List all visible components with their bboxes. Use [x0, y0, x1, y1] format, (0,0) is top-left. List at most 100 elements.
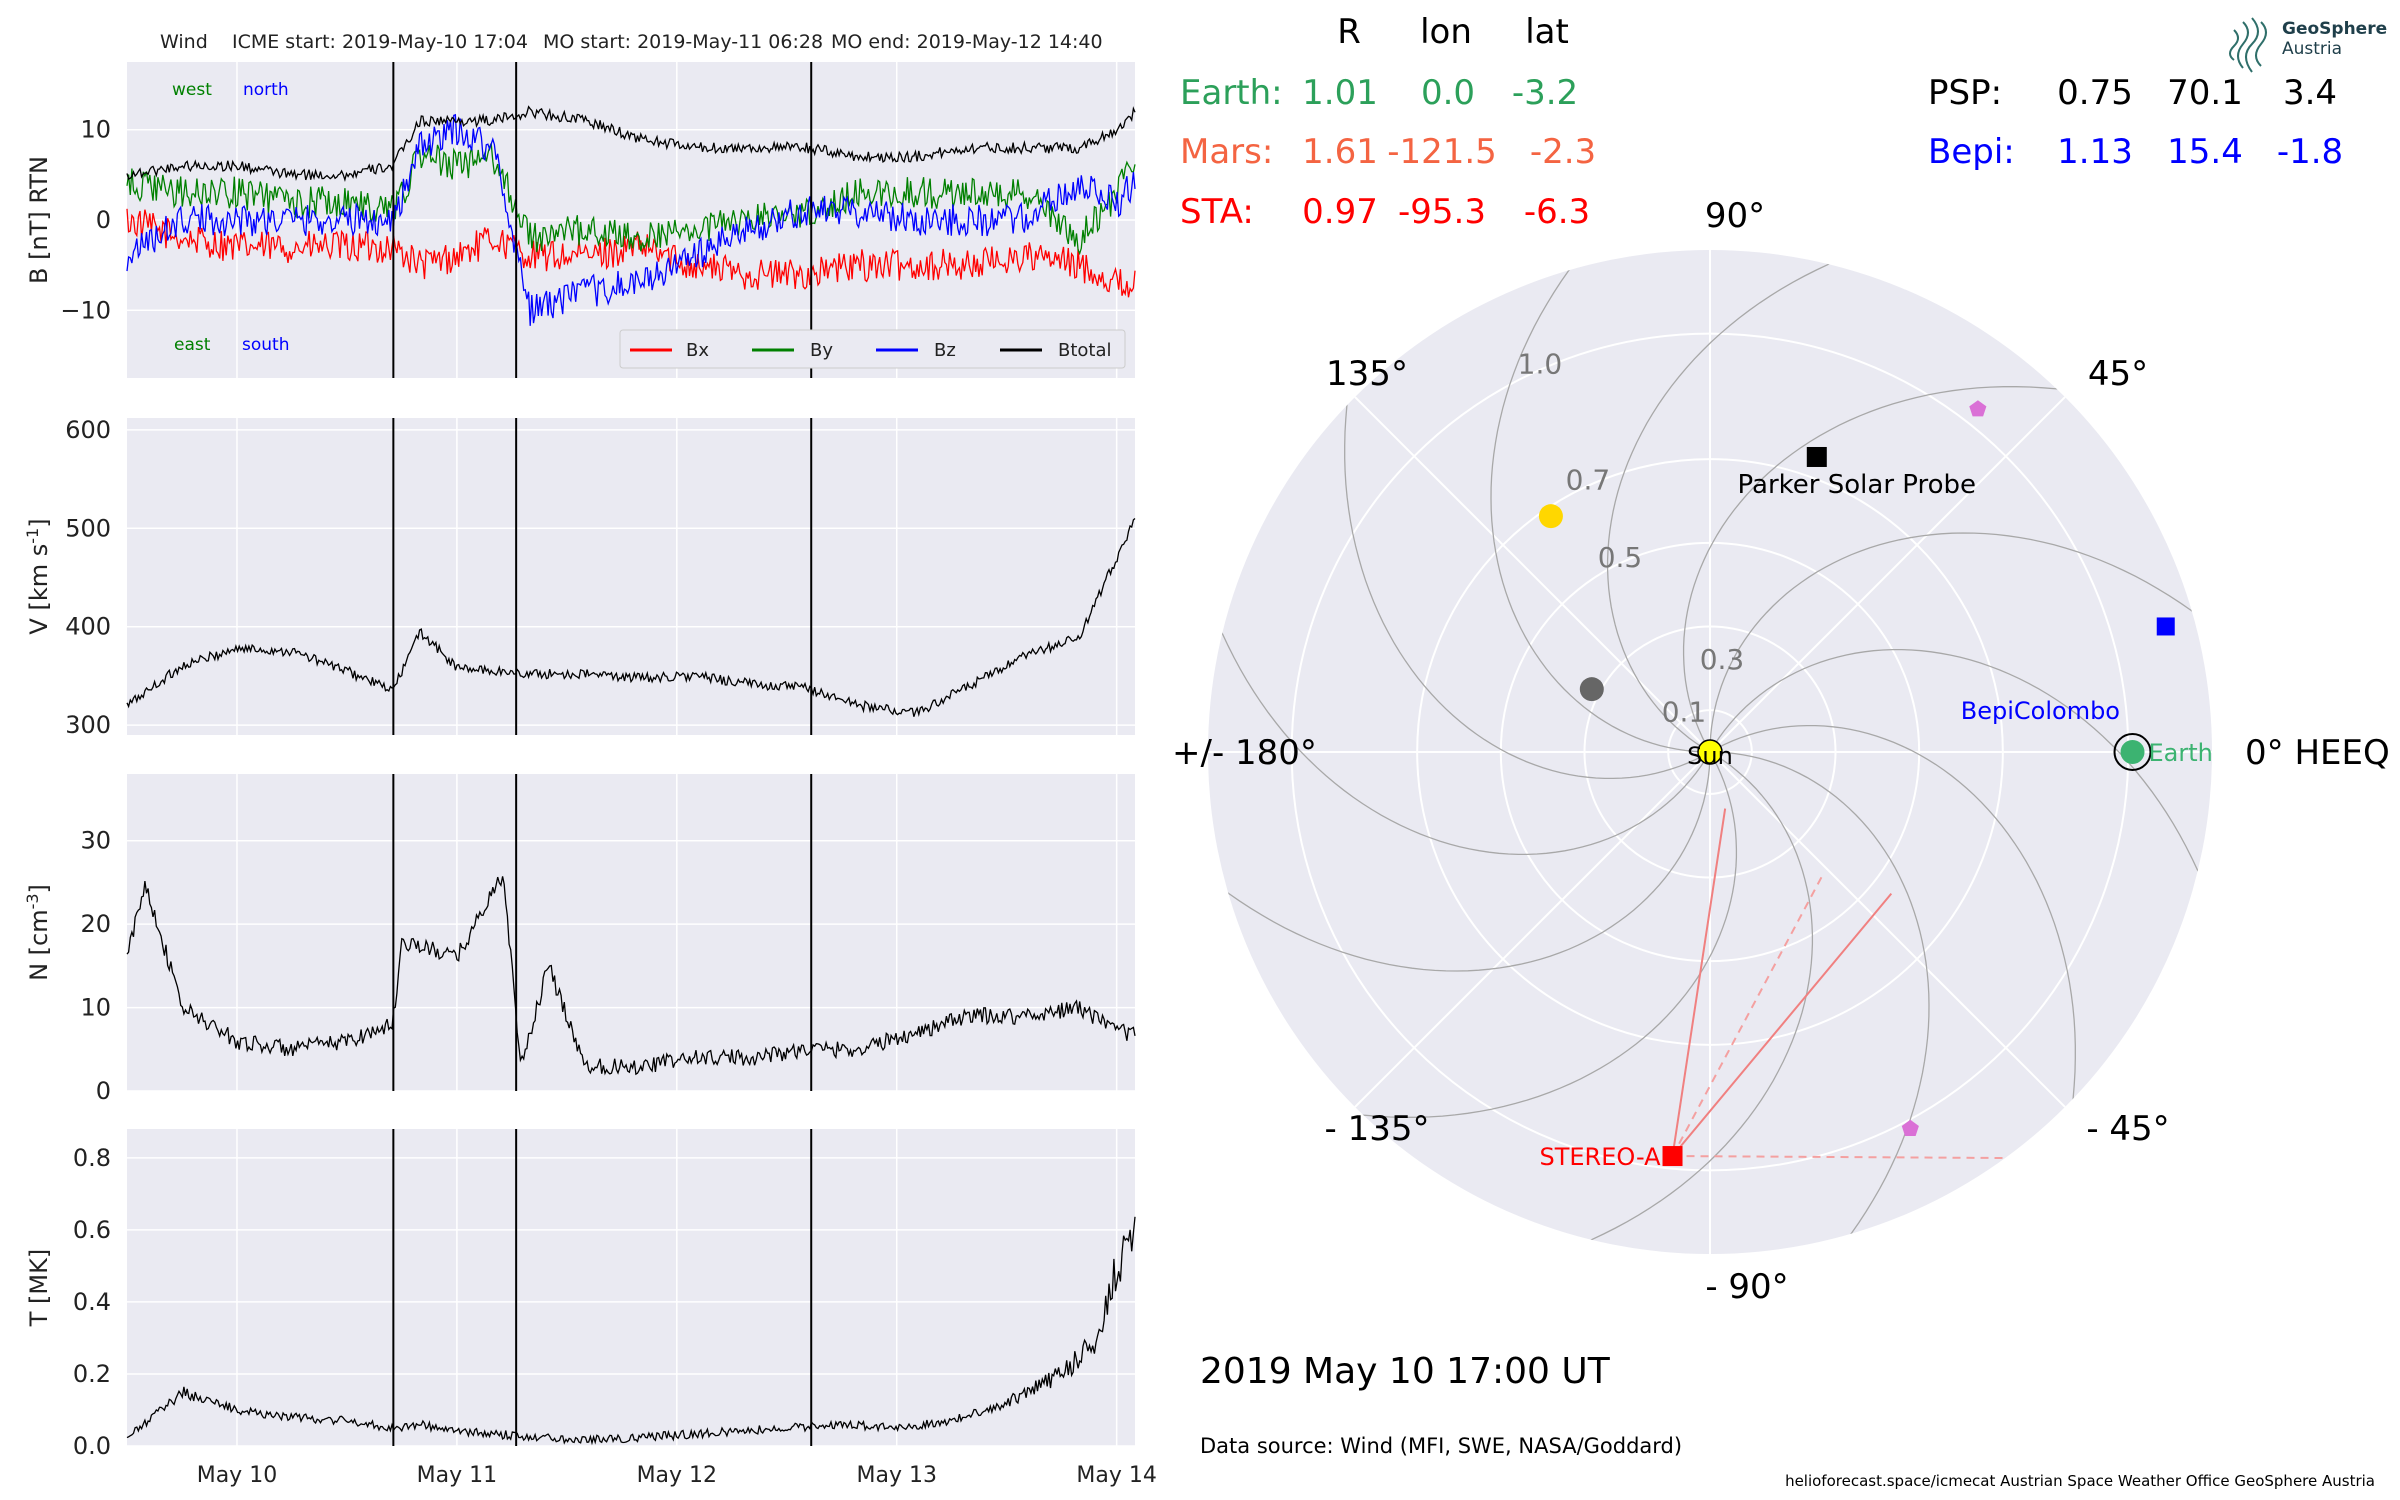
north-label: north [243, 80, 289, 100]
y-tick-label: 0.4 [73, 1288, 111, 1316]
south-label: south [242, 335, 289, 355]
x-tick-label: May 12 [637, 1463, 717, 1488]
parker-spiral-line [1208, 354, 1711, 856]
row-lon: 15.4 [2167, 132, 2243, 172]
y-tick-label: 0 [96, 1077, 111, 1105]
b-panel-annotations: west north east south [172, 80, 289, 355]
planet-marker [1579, 677, 1604, 702]
temperature-panel: 0.0 0.2 0.4 0.6 0.8 May 10 May 11 May 12 May 13 M… [25, 1129, 1157, 1488]
planet-marker [1901, 1119, 1919, 1136]
x-tick-label: May 13 [857, 1463, 937, 1488]
parker-spiral-line [1709, 648, 2212, 1150]
row-lon: 0.0 [1421, 73, 1475, 113]
plot-date: 2019 May 10 17:00 UT [1200, 1351, 1611, 1392]
psp-marker [1806, 446, 1827, 467]
row-name: Bepi: [1928, 132, 2015, 172]
series-line-data [126, 1216, 1136, 1446]
legend-label-by: By [810, 340, 833, 361]
row-name: PSP: [1928, 73, 2002, 113]
y-tick-label: 0.8 [73, 1144, 111, 1172]
series-line-data [126, 876, 1136, 1076]
y-tick-label: 0.0 [73, 1432, 111, 1460]
row-lon: -121.5 [1387, 132, 1497, 172]
table-row-mars: Mars: 1.61 -121.5 -2.3 [1180, 132, 1596, 172]
planet-marker [1969, 400, 1987, 417]
planet-marker [1538, 504, 1563, 529]
legend-label-btotal: Btotal [1058, 340, 1112, 361]
legend-label-bx: Bx [686, 340, 709, 361]
series-line-bx [126, 208, 1136, 298]
mo-end-label: MO end: 2019-May-12 14:40 [831, 31, 1103, 53]
legend-box [619, 329, 1126, 369]
footer-credits: helioforecast.space/icmecat Austrian Spa… [1785, 1472, 2375, 1490]
bepicolombo-label: BepiColombo [1961, 697, 2120, 725]
angular-grid-line [1354, 396, 1711, 753]
y-tick-label: 600 [65, 416, 111, 444]
y-tick-label: 400 [65, 613, 111, 641]
series-line-bz [126, 113, 1136, 326]
timeseries-header: Wind ICME start: 2019-May-10 17:04 MO st… [160, 31, 1103, 53]
row-lon: 70.1 [2167, 73, 2243, 113]
bepicolombo-marker [2156, 617, 2175, 636]
earth-ring [2113, 733, 2152, 771]
y-axis-label: T [MK] [25, 1249, 53, 1327]
row-lon: -95.3 [1398, 192, 1486, 232]
row-r: 1.01 [1302, 73, 1378, 113]
angular-grid-line [1354, 751, 1711, 1108]
sun-label: Sun [1687, 742, 1733, 770]
mo-start-label: MO start: 2019-May-11 06:28 [543, 31, 823, 53]
row-lat: -3.2 [1512, 73, 1578, 113]
plot-area [127, 774, 1135, 1091]
row-lat: -2.3 [1530, 132, 1596, 172]
radial-tick-label: 0.3 [1700, 643, 1745, 676]
density-panel: 0 10 20 30 N [cm-3] [23, 774, 1136, 1105]
sun-marker [1697, 739, 1723, 765]
west-label: west [172, 80, 212, 100]
parker-spirals [1208, 250, 2212, 1254]
geosphere-logo: GeoSphere Austria [2229, 17, 2387, 73]
y-tick-label: 10 [80, 994, 111, 1022]
logo-line1: GeoSphere [2282, 19, 2387, 39]
y-tick-label: 300 [65, 711, 111, 739]
logo-line2: Austria [2282, 39, 2342, 59]
row-r: 1.61 [1302, 132, 1378, 172]
angle-label: - 45° [2086, 1109, 2169, 1149]
parker-spiral-line [1606, 250, 2108, 753]
x-tick-label: May 14 [1076, 1463, 1156, 1488]
angular-grid-line [1709, 751, 2066, 1108]
earth-label: Earth [2149, 739, 2213, 767]
stereo-fov-line [1671, 808, 1727, 1157]
y-axis-label: B [nT] RTN [25, 156, 53, 284]
b-legend: Bx By Bz Btotal [619, 329, 1126, 369]
radial-tick-label: 0.7 [1566, 463, 1611, 496]
y-tick-label: 500 [65, 514, 111, 542]
series-line-data [126, 518, 1136, 717]
row-r: 1.13 [2057, 132, 2133, 172]
data-source: Data source: Wind (MFI, SWE, NASA/Goddar… [1200, 1434, 1682, 1458]
radial-tick-label: 0.1 [1662, 695, 1707, 728]
y-tick-label: 0.2 [73, 1360, 111, 1388]
heliospheric-position-plot: 0.1 0.3 0.5 0.7 1.0 90° 45° 0° HEEQ - 45° - 90° - … [1172, 196, 2390, 1307]
y-tick-label: 0.6 [73, 1216, 111, 1244]
angle-label: 135° [1326, 354, 1408, 394]
angle-label: 45° [2088, 354, 2148, 394]
row-name: Mars: [1180, 132, 1273, 172]
stereo-fov-line [1671, 875, 1823, 1157]
y-tick-label: 20 [80, 910, 111, 938]
table-row-earth: Earth: 1.01 0.0 -3.2 [1180, 73, 1578, 113]
row-name: STA: [1180, 192, 1254, 232]
stereo-fov-line [1671, 893, 1893, 1157]
legend-label-bz: Bz [934, 340, 956, 361]
earth-marker [2120, 740, 2145, 764]
stereo-a-label: STEREO-A [1540, 1143, 1662, 1171]
angle-label: 90° [1705, 196, 1765, 236]
row-lat: -1.8 [2277, 132, 2343, 172]
y-axis-label: V [km s-1] [23, 518, 54, 634]
radial-tick-label: 1.0 [1518, 348, 1563, 381]
y-tick-label: 0 [96, 206, 111, 234]
positions-table: R lon lat Earth: 1.01 0.0 -3.2 Mars: 1.6… [1180, 12, 2343, 232]
stereo-a-marker [1662, 1146, 1683, 1167]
row-name: Earth: [1180, 73, 1283, 113]
angle-label: - 90° [1705, 1267, 1788, 1307]
